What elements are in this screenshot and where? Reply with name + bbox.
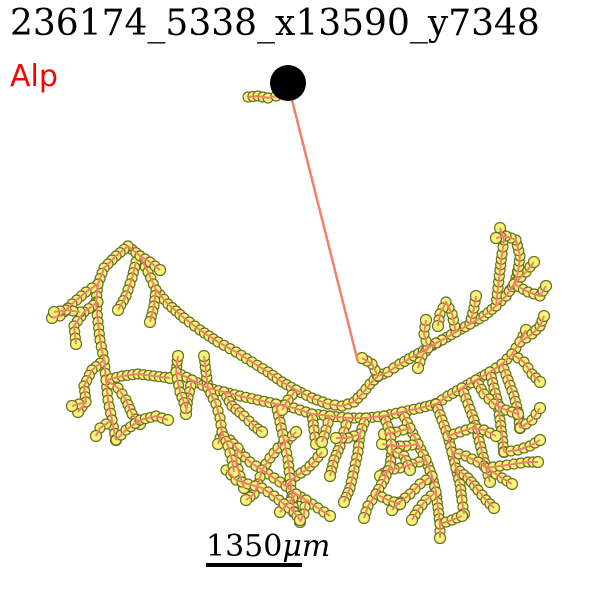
branch-segment — [423, 319, 429, 349]
branch-segment — [513, 283, 547, 297]
branch-segment — [475, 379, 519, 415]
branch-segment — [117, 261, 137, 311]
branch-segment — [221, 431, 235, 473]
branch-segment — [495, 227, 505, 307]
branch-segment — [363, 415, 393, 519]
branch-segment — [391, 475, 433, 511]
branch-segment — [437, 301, 457, 333]
branch-segment — [511, 353, 541, 383]
branch-segment — [285, 451, 323, 487]
branch-tip-node — [505, 477, 519, 491]
branch-segment — [71, 401, 87, 407]
branch-segment — [391, 449, 411, 471]
branch-segment — [175, 355, 179, 373]
soma-marker — [270, 65, 306, 101]
branch-edges-overlay — [51, 89, 547, 538]
branch-segment — [73, 301, 99, 345]
branch-segment — [203, 355, 209, 389]
branch-segment — [185, 379, 193, 415]
branch-segment — [115, 415, 169, 441]
scale-bar-value: 1350 — [206, 529, 283, 564]
branch-segment — [51, 283, 99, 319]
branch-segment — [175, 371, 187, 409]
branch-segment — [447, 427, 497, 437]
branch-segment — [485, 461, 538, 469]
branch-segment — [223, 391, 263, 433]
branch-segment — [245, 469, 263, 501]
scale-bar — [206, 563, 302, 567]
branch-segment — [343, 417, 367, 503]
branch-segment — [321, 415, 331, 443]
branch-segment — [411, 491, 437, 521]
branch-segment — [127, 245, 379, 407]
branch-segment — [229, 439, 331, 517]
branch-segment — [311, 413, 317, 445]
branch-segment — [519, 407, 541, 429]
branch-segment — [495, 235, 521, 273]
branch-segment — [501, 363, 521, 429]
branch-segment — [381, 443, 419, 447]
branch-segment — [519, 315, 545, 343]
branch-segment — [299, 499, 307, 523]
branch-segment — [505, 261, 535, 297]
branch-segment — [139, 255, 161, 271]
branch-segment — [77, 359, 105, 413]
branch-segment — [383, 427, 411, 435]
branch-segment — [225, 469, 301, 521]
branch-segment — [261, 431, 297, 471]
branch-segment — [439, 515, 463, 525]
branch-segment — [417, 339, 443, 369]
branch-segment — [175, 371, 437, 419]
branch-segment — [149, 289, 157, 323]
figure-title: 236174_5338_x13590_y7348 — [10, 3, 540, 44]
branch-segment — [329, 417, 349, 477]
branch-segment — [379, 459, 427, 477]
branch-segment — [281, 389, 297, 411]
branch-segment — [375, 493, 401, 505]
branch-segment — [361, 357, 379, 377]
branch-segment — [95, 419, 113, 437]
branch-segment — [336, 433, 361, 439]
soma-connector-line — [286, 83, 360, 363]
scale-bar-unit: μm — [282, 529, 331, 564]
branch-segment — [275, 403, 295, 513]
branch-segment — [455, 467, 495, 509]
scale-bar-label: 1350μm — [206, 530, 330, 563]
branch-segment — [451, 451, 513, 485]
branch-segment — [95, 245, 129, 441]
branch-segment — [207, 387, 223, 445]
branch-segment — [105, 379, 141, 425]
cell-type-label: Alp — [10, 59, 58, 94]
branch-segment — [489, 371, 505, 453]
branch-segment — [435, 403, 465, 515]
branch-segment — [53, 309, 81, 313]
branch-segment — [503, 439, 541, 453]
branch-segment — [105, 373, 171, 381]
branch-segment — [469, 295, 477, 325]
